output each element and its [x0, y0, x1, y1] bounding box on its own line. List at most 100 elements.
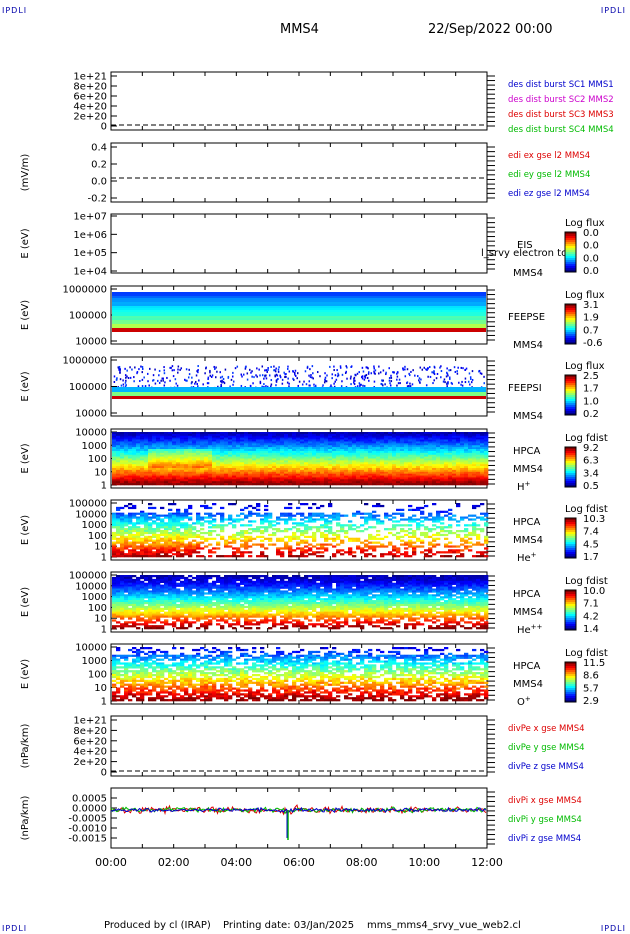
spectrogram-pixel — [476, 475, 481, 478]
spectrogram-pixel — [408, 462, 413, 465]
spectrogram-pixel — [464, 452, 469, 456]
spectrogram-pixel — [324, 539, 329, 542]
spectrogram-pixel — [228, 443, 233, 446]
spectrogram-pixel — [336, 549, 341, 552]
spectrogram-pixel — [224, 441, 229, 444]
spectrogram-pixel — [268, 439, 273, 442]
spectrogram-pixel — [220, 464, 225, 467]
spectrogram-pixel — [248, 477, 253, 480]
spectrogram-pixel — [276, 447, 281, 450]
spectrogram-pixel — [270, 385, 272, 388]
spectrogram-pixel — [396, 464, 401, 467]
spectrogram-pixel — [272, 477, 277, 480]
spectrogram-pixel — [324, 522, 329, 525]
spectrogram-pixel — [152, 539, 157, 542]
spectrogram-pixel — [312, 473, 317, 476]
spectrogram-pixel — [408, 374, 411, 377]
spectrogram-pixel — [116, 524, 121, 527]
spectrogram-pixel — [244, 524, 249, 527]
spectrogram-pixel — [284, 462, 289, 465]
spectrogram-pixel — [472, 458, 477, 461]
spectrogram-pixel — [444, 381, 446, 384]
spectrogram-pixel — [128, 450, 133, 454]
spectrogram-pixel — [192, 462, 197, 465]
spectrogram-pixel — [404, 462, 409, 465]
spectrogram-pixel — [260, 467, 265, 471]
spectrogram-pixel — [336, 471, 341, 474]
spectrogram-pixel — [152, 439, 157, 442]
spectrogram-pixel — [316, 543, 321, 546]
spectrogram-pixel — [476, 555, 481, 558]
spectrogram-pixel — [480, 447, 485, 450]
spectrogram-pixel — [164, 437, 169, 440]
spectrogram-pixel — [404, 365, 406, 368]
spectrogram-pixel — [440, 477, 445, 480]
spectrogram-pixel — [292, 452, 297, 456]
colorbar-step — [565, 330, 576, 333]
spectrogram-pixel — [212, 475, 217, 478]
spectrogram-pixel — [468, 437, 473, 440]
spectrogram-pixel — [200, 464, 205, 467]
spectrogram-pixel — [296, 528, 301, 531]
spectrogram-pixel — [200, 477, 205, 480]
spectrogram-pixel — [448, 464, 453, 467]
spectrogram-pixel — [176, 475, 181, 478]
spectrogram-pixel — [172, 433, 177, 437]
spectrogram-pixel — [372, 549, 377, 552]
spectrogram-pixel — [340, 467, 345, 471]
spectrogram-pixel — [372, 464, 377, 467]
spectrogram-pixel — [208, 516, 213, 519]
spectrogram-pixel — [388, 466, 393, 469]
y-tick-label: 1e+04 — [73, 267, 107, 278]
spectrogram-pixel — [444, 551, 449, 554]
spectrogram-pixel — [116, 460, 121, 463]
spectrogram-pixel — [440, 518, 445, 521]
spectrogram-pixel — [276, 462, 281, 465]
spectrogram-pixel — [164, 479, 169, 482]
spectrogram-pixel — [292, 432, 297, 435]
spectrogram-pixel — [408, 479, 413, 482]
spectrogram-pixel — [220, 526, 225, 529]
spectrogram-pixel — [116, 443, 121, 446]
spectrogram-pixel — [392, 479, 397, 482]
spectrogram-pixel — [152, 466, 157, 469]
spectrogram-pixel — [360, 547, 365, 550]
spectrogram-pixel — [464, 447, 469, 450]
spectrogram-pixel — [364, 437, 369, 440]
spectrogram-pixel — [116, 445, 121, 448]
spectrogram-pixel — [456, 467, 461, 471]
spectrogram-pixel — [128, 555, 133, 558]
spectrogram-pixel — [140, 520, 145, 523]
spectrogram-pixel — [324, 535, 329, 539]
spectrogram-pixel — [420, 447, 425, 450]
spectrogram-pixel — [200, 473, 205, 476]
spectrogram-pixel — [476, 543, 481, 546]
spectrogram-pixel — [116, 602, 121, 605]
spectrogram-pixel — [424, 452, 429, 456]
spectrogram-pixel — [456, 462, 461, 465]
y-tick-label: 1000 — [82, 592, 107, 603]
colorbar-step — [565, 534, 576, 537]
spectrogram-pixel — [440, 522, 445, 525]
spectrogram-pixel — [368, 439, 373, 442]
spectrogram-pixel — [204, 441, 209, 444]
spectrogram-pixel — [384, 460, 389, 463]
spectrogram-pixel — [196, 450, 201, 454]
spectrogram-pixel — [356, 452, 361, 456]
spectrogram-pixel — [328, 443, 333, 446]
spectrogram-pixel — [300, 530, 305, 533]
spectrogram-pixel — [312, 481, 317, 484]
spectrogram-pixel — [152, 530, 157, 533]
spectrogram-pixel — [352, 450, 357, 454]
spectrogram-pixel — [220, 439, 225, 442]
spectrogram-pixel — [204, 458, 209, 461]
spectrogram-pixel — [428, 433, 433, 437]
spectrogram-pixel — [248, 473, 253, 476]
spectrogram-pixel — [373, 372, 376, 375]
spectrogram-pixel — [136, 533, 141, 537]
spectrogram-pixel — [368, 469, 373, 473]
spectrogram-pixel — [432, 433, 437, 437]
spectrogram-pixel — [296, 524, 301, 527]
spectrogram-pixel — [300, 466, 305, 469]
spectrogram-pixel — [136, 450, 141, 454]
